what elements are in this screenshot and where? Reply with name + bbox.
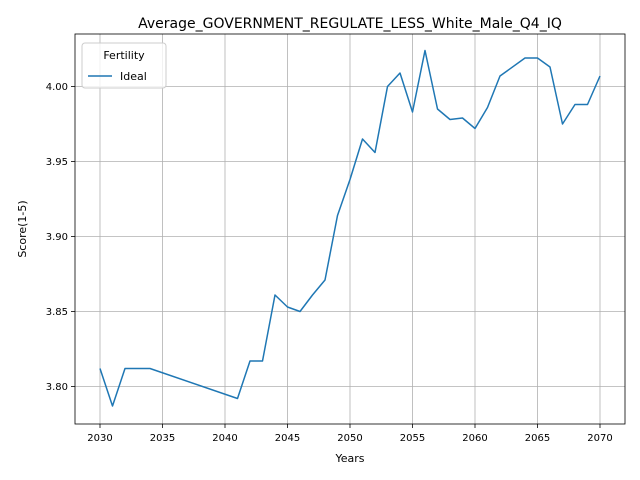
x-tick-label: 2065 — [525, 433, 550, 444]
x-tick-label: 2035 — [150, 433, 175, 444]
x-tick-label: 2030 — [87, 433, 112, 444]
y-tick-label: 4.00 — [46, 82, 68, 93]
grid — [75, 34, 625, 424]
chart-title: Average_GOVERNMENT_REGULATE_LESS_White_M… — [138, 16, 562, 32]
y-tick-label: 3.80 — [46, 382, 68, 393]
y-tick-label: 3.85 — [46, 307, 68, 318]
legend-label-ideal: Ideal — [120, 70, 147, 83]
x-tick-label: 2055 — [400, 433, 425, 444]
series-layer — [99, 49, 601, 407]
x-tick-label: 2045 — [275, 433, 300, 444]
x-tick-label: 2060 — [462, 433, 487, 444]
y-axis-label: Score(1-5) — [16, 200, 29, 257]
legend-title: Fertility — [103, 49, 145, 62]
y-tick-label: 3.95 — [46, 157, 68, 168]
x-axis-label: Years — [334, 452, 364, 465]
y-tick-label: 3.90 — [46, 232, 68, 243]
x-tick-label: 2040 — [212, 433, 237, 444]
series-line-ideal — [99, 49, 601, 407]
legend: Fertility Ideal — [81, 42, 167, 89]
x-tick-label: 2050 — [337, 433, 362, 444]
ticks: 2030 2035 2040 2045 2050 2055 2060 2065 2070 3.80… — [46, 82, 613, 444]
x-tick-label: 2070 — [587, 433, 612, 444]
